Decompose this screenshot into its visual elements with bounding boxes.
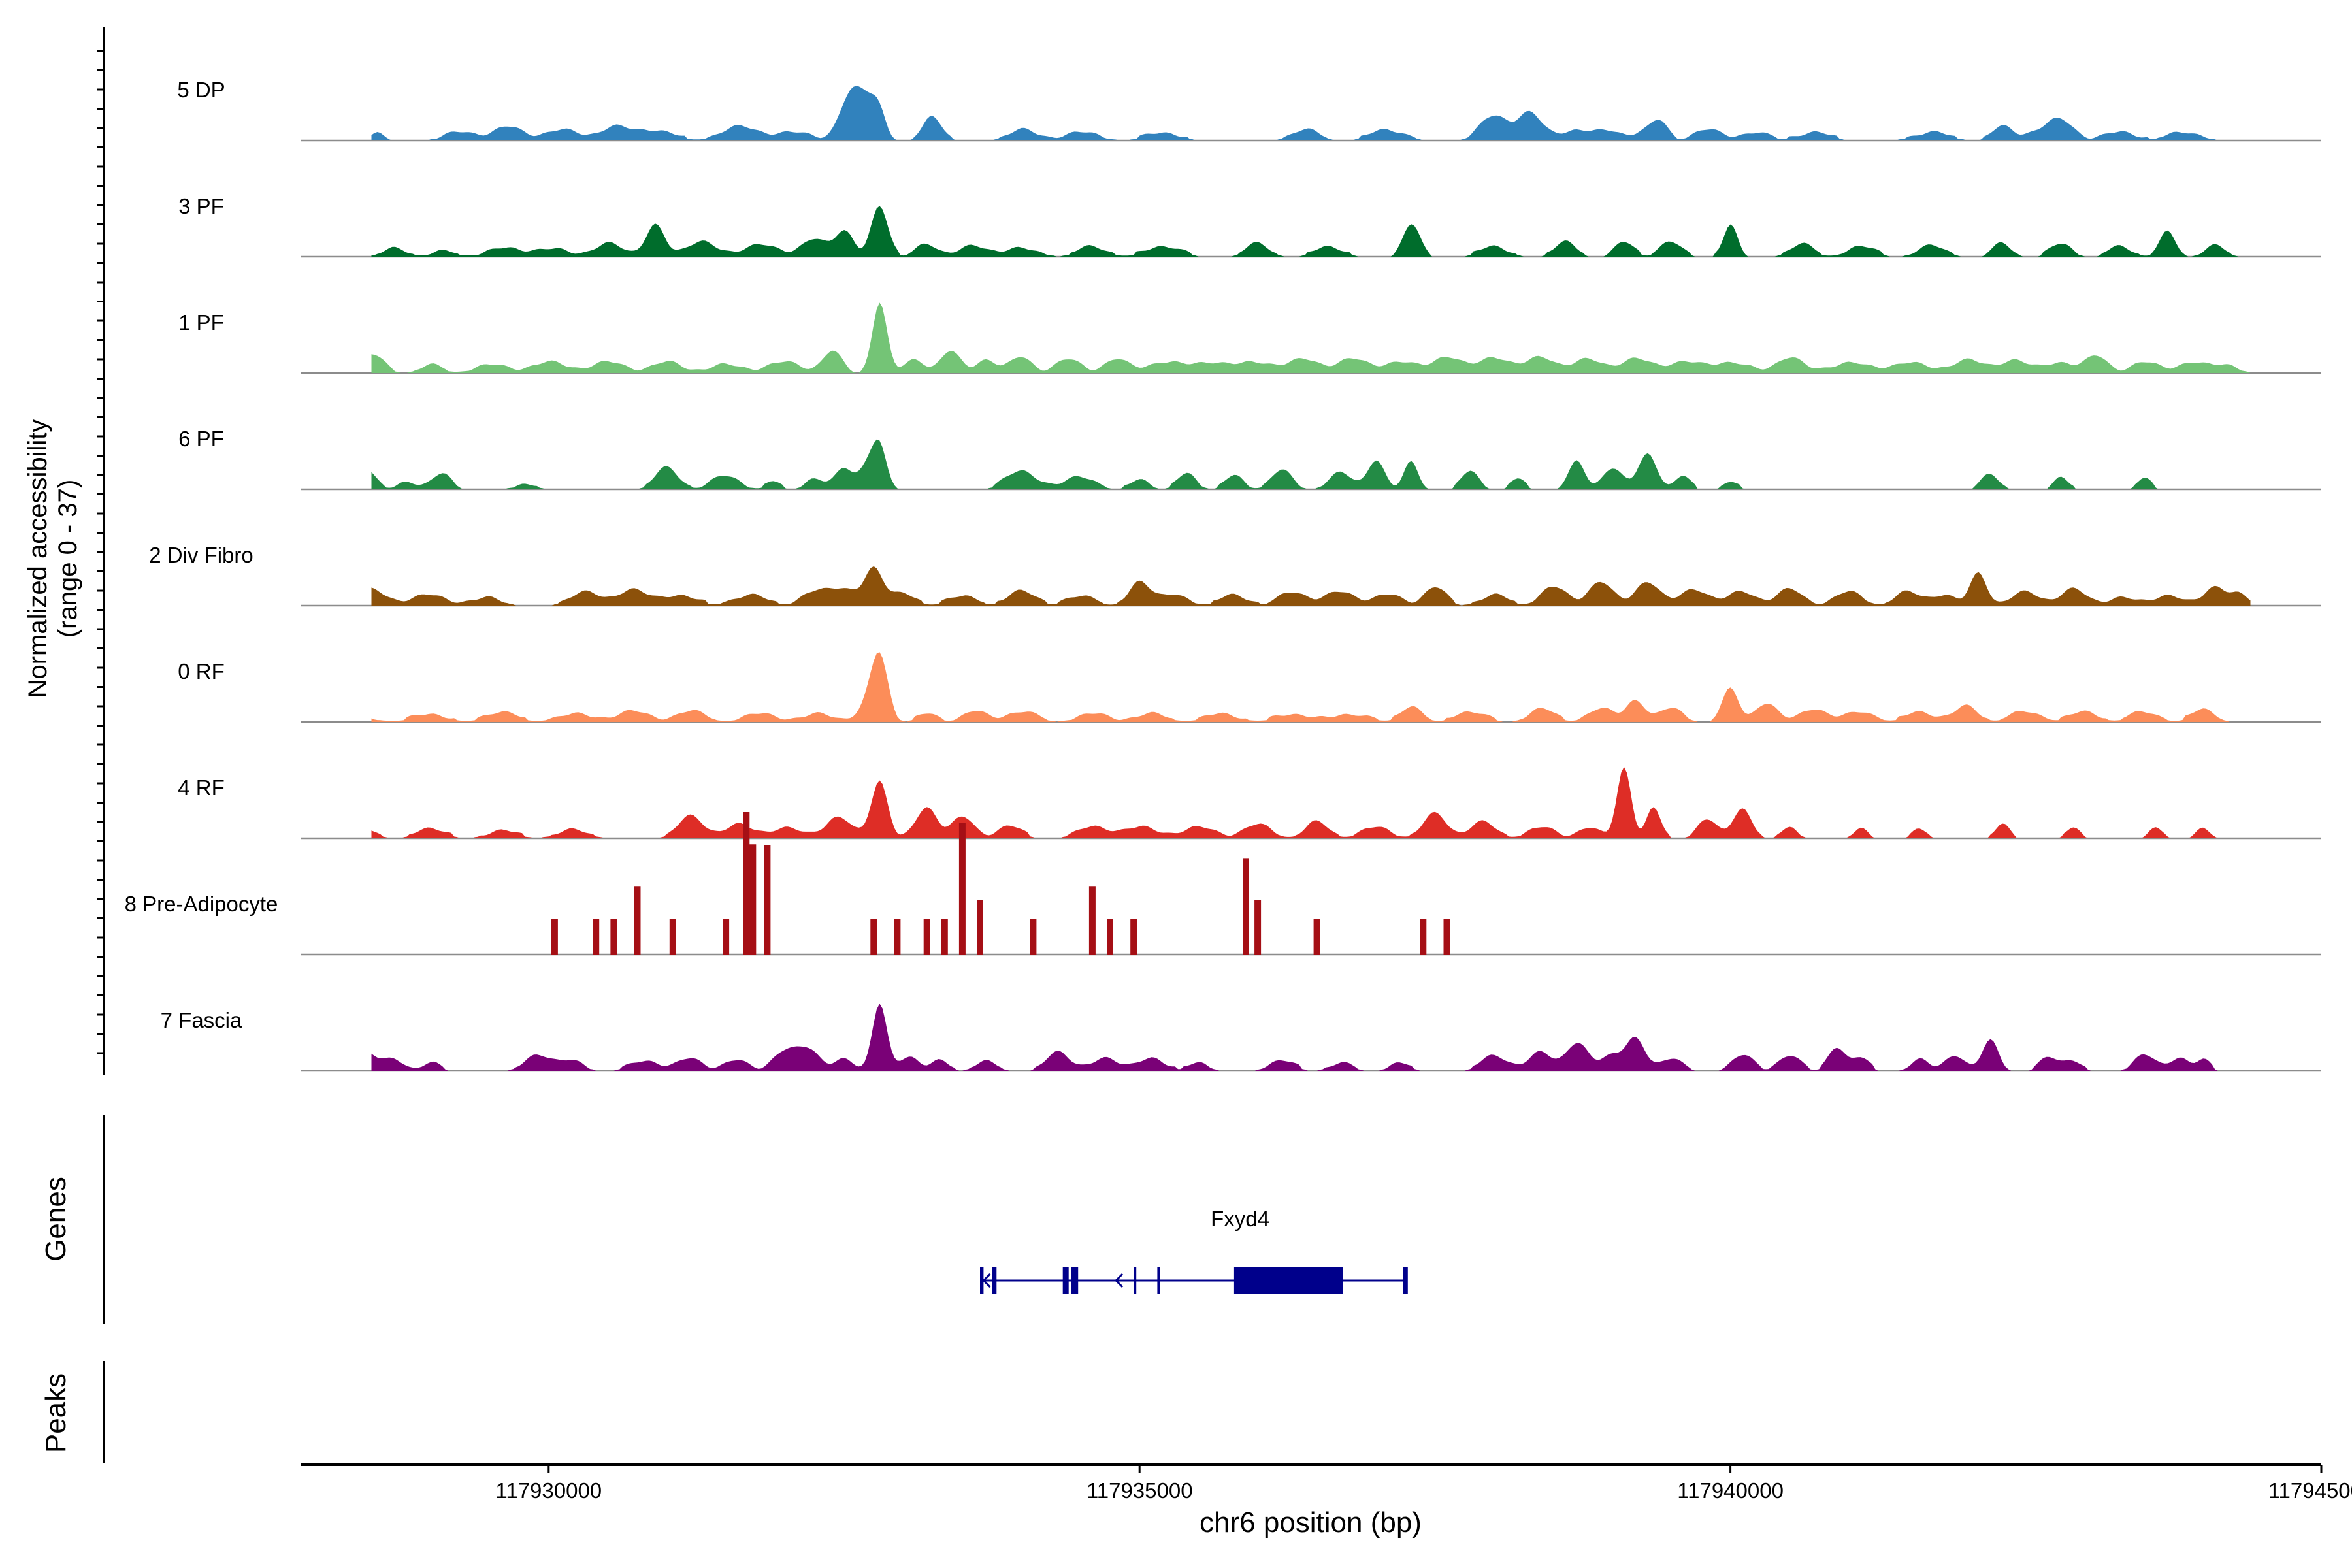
- track-1-pf: 1 PF: [178, 302, 2321, 374]
- gene-exon: [1071, 1267, 1079, 1294]
- strand-arrow: [1238, 1273, 1248, 1288]
- track-label: 0 RF: [178, 659, 225, 683]
- track-2-div-fibro: 2 Div Fibro: [149, 543, 2321, 607]
- gene-exon: [980, 1267, 984, 1294]
- track-label: 4 RF: [178, 776, 225, 800]
- gene-model: Fxyd4: [980, 1207, 1408, 1294]
- strand-arrow: [1114, 1273, 1124, 1288]
- track-label: 2 Div Fibro: [149, 543, 253, 567]
- gene-exon: [1403, 1267, 1408, 1294]
- track-7-fascia: 7 Fascia: [161, 1004, 2321, 1072]
- gene-name-label: Fxyd4: [1211, 1207, 1269, 1231]
- x-tick-label: 117945000: [2268, 1478, 2352, 1503]
- peaks-track-label: Peaks: [40, 1373, 72, 1453]
- y-axis-title: Normalized accessibility (range 0 - 37): [24, 419, 82, 698]
- track-0-rf: 0 RF: [178, 652, 2321, 723]
- gene-exon: [1062, 1267, 1069, 1294]
- x-axis-ticks: 117930000 117935000 117940000 117945000: [495, 1465, 2352, 1503]
- gene-exon: [1134, 1267, 1137, 1294]
- gene-exon: [992, 1267, 997, 1294]
- coverage-tracks: 5 DP 3 PF 1 PF 6 PF 2 Div Fibro 0 RF 4 RF 8 Pre…: [125, 78, 2321, 1072]
- x-tick-label: 117935000: [1086, 1478, 1193, 1503]
- coverage-area: [371, 302, 2251, 373]
- strand-arrow: [982, 1273, 991, 1288]
- coverage-area: [371, 86, 2251, 140]
- track-8-pre-adipocyte: 8 Pre-Adipocyte: [125, 812, 2321, 956]
- track-label: 8 Pre-Adipocyte: [125, 892, 278, 916]
- y-axis-title-line2: (range 0 - 37): [54, 480, 82, 638]
- x-tick-label: 117930000: [495, 1478, 602, 1503]
- x-tick-label: 117940000: [1677, 1478, 1784, 1503]
- gene-exon: [1233, 1267, 1343, 1294]
- coverage-area: [371, 766, 2251, 838]
- y-axis-title-line1: Normalized accessibility: [24, 419, 52, 698]
- track-label: 1 PF: [178, 310, 224, 335]
- genes-track-label: Genes: [40, 1177, 72, 1262]
- track-label: 3 PF: [178, 194, 224, 218]
- track-4-rf: 4 RF: [178, 766, 2321, 840]
- coverage-area: [371, 439, 2251, 489]
- track-label: 6 PF: [178, 427, 224, 451]
- x-axis-title: chr6 position (bp): [1200, 1507, 1422, 1539]
- gene-exon: [1157, 1267, 1160, 1294]
- coverage-area: [371, 206, 2251, 257]
- track-6-pf: 6 PF: [178, 427, 2321, 491]
- track-5-dp: 5 DP: [177, 78, 2321, 142]
- track-3-pf: 3 PF: [178, 194, 2321, 258]
- coverage-area: [371, 566, 2251, 606]
- track-label: 7 Fascia: [161, 1008, 242, 1032]
- coverage-area: [371, 1004, 2251, 1071]
- track-label: 5 DP: [177, 78, 225, 102]
- coverage-y-axis-ticks: [97, 50, 104, 1054]
